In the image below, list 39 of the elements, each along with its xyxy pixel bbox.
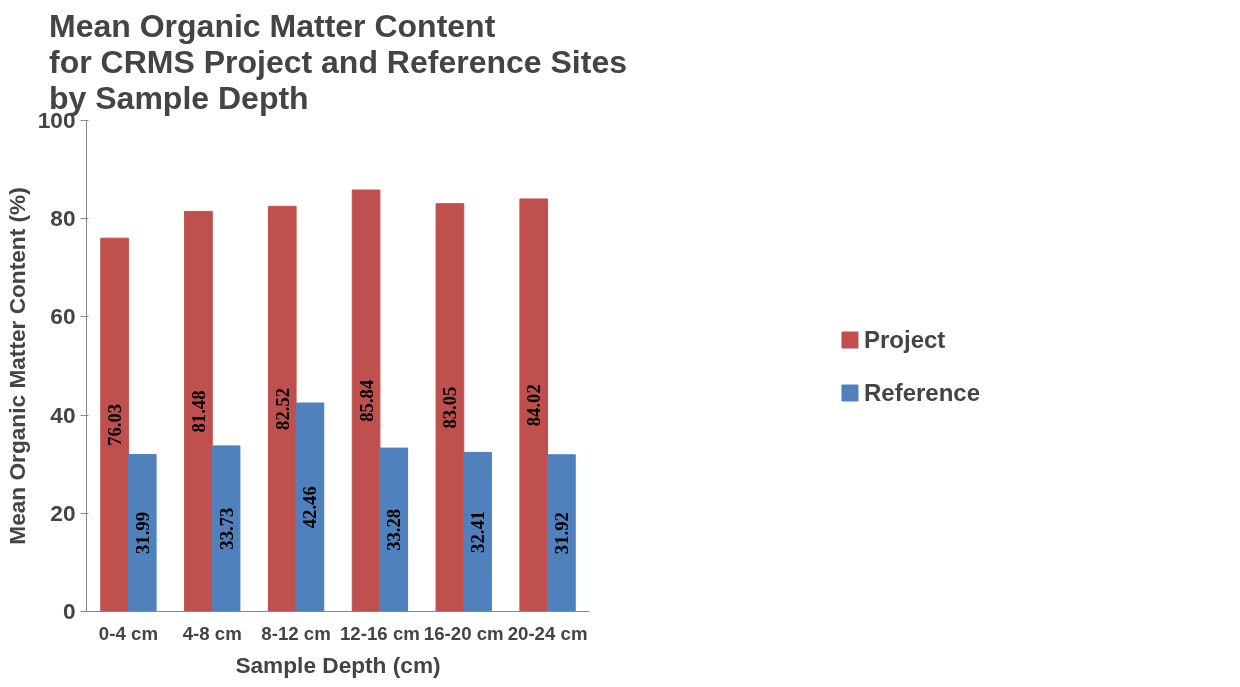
- x-tick-label: 12-16 cm: [339, 622, 420, 644]
- bar: [295, 402, 325, 612]
- x-axis-title: Sample Depth (cm): [235, 651, 441, 678]
- bar: [379, 447, 409, 612]
- bar: [351, 189, 381, 612]
- y-tick-label: 60: [50, 303, 76, 330]
- legend-label: Reference: [863, 378, 981, 406]
- y-tick-label: 80: [50, 205, 76, 232]
- data-label: 85.84: [355, 379, 377, 422]
- y-tick-label: 40: [50, 401, 76, 428]
- data-label: 42.46: [299, 486, 321, 529]
- data-label: 33.28: [383, 508, 405, 551]
- y-tick-label: 20: [50, 499, 76, 526]
- bar: [463, 451, 492, 612]
- bar: [100, 237, 129, 612]
- data-label: 31.99: [131, 511, 153, 554]
- data-label: 81.48: [187, 390, 209, 433]
- x-tick-label: 20-24 cm: [507, 622, 588, 644]
- data-label: 33.73: [215, 507, 237, 550]
- legend-label: Project: [863, 325, 946, 353]
- data-label: 31.92: [550, 512, 572, 555]
- bar: [519, 198, 549, 612]
- bar: [547, 454, 576, 612]
- bar: [127, 453, 157, 612]
- data-label: 84.02: [523, 384, 545, 427]
- bar: [211, 445, 241, 612]
- data-label: 32.41: [467, 510, 489, 553]
- x-tick-label: 16-20 cm: [423, 622, 504, 644]
- y-axis-title: Mean Organic Matter Content (%): [3, 187, 30, 545]
- y-tick-label: 0: [62, 598, 76, 624]
- bar: [267, 205, 297, 612]
- bar: [184, 210, 213, 612]
- x-tick-label: 8-12 cm: [261, 622, 331, 644]
- data-label: 83.05: [439, 386, 461, 429]
- bar: [435, 203, 465, 612]
- x-tick-label: 0-4 cm: [98, 622, 158, 644]
- x-tick-label: 4-8 cm: [182, 622, 242, 644]
- data-label: 76.03: [104, 403, 126, 446]
- data-label: 82.52: [271, 387, 293, 430]
